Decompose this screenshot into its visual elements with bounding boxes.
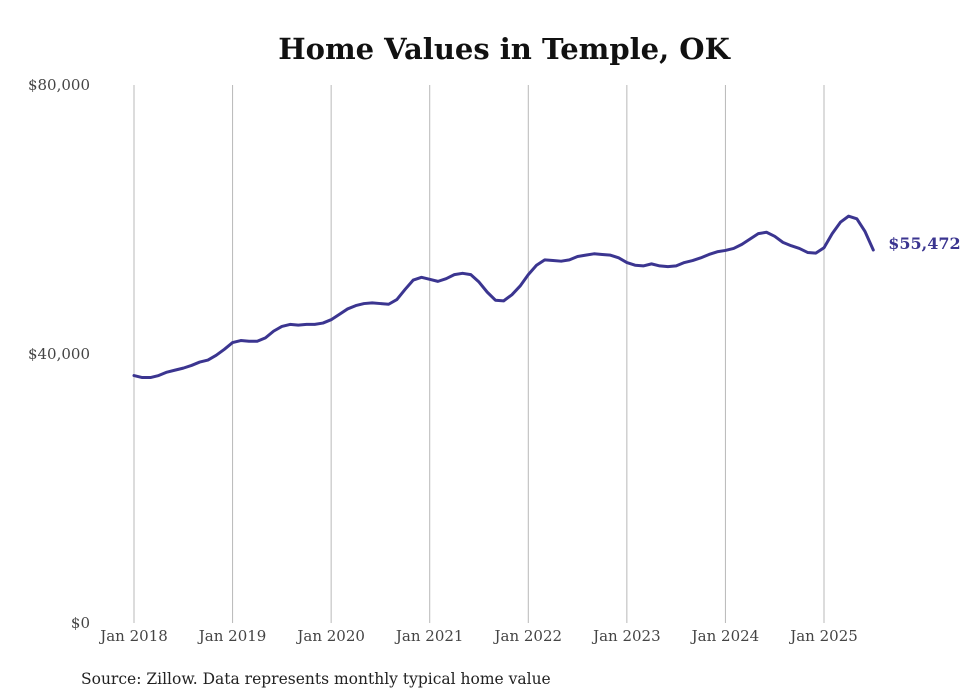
x-tick-label: Jan 2023 bbox=[591, 627, 661, 645]
source-note: Source: Zillow. Data represents monthly … bbox=[81, 670, 551, 688]
chart-title: Home Values in Temple, OK bbox=[278, 32, 731, 66]
x-tick-label: Jan 2021 bbox=[394, 627, 464, 645]
y-axis: $0 $40,000 $80,000 bbox=[28, 76, 90, 632]
gridlines bbox=[133, 85, 825, 623]
end-value-label: $55,472 bbox=[888, 234, 960, 253]
y-tick-label: $40,000 bbox=[28, 345, 90, 363]
y-tick-label: $0 bbox=[71, 614, 90, 632]
series-line bbox=[132, 214, 875, 380]
x-tick-label: Jan 2022 bbox=[493, 627, 563, 645]
x-tick-label: Jan 2018 bbox=[98, 627, 168, 645]
x-tick-label: Jan 2024 bbox=[690, 627, 760, 645]
x-axis: Jan 2018 Jan 2019 Jan 2020 Jan 2021 Jan 2022… bbox=[98, 627, 858, 645]
x-tick-label: Jan 2025 bbox=[788, 627, 858, 645]
x-tick-label: Jan 2019 bbox=[197, 627, 267, 645]
y-tick-label: $80,000 bbox=[28, 76, 90, 94]
x-tick-label: Jan 2020 bbox=[295, 627, 365, 645]
